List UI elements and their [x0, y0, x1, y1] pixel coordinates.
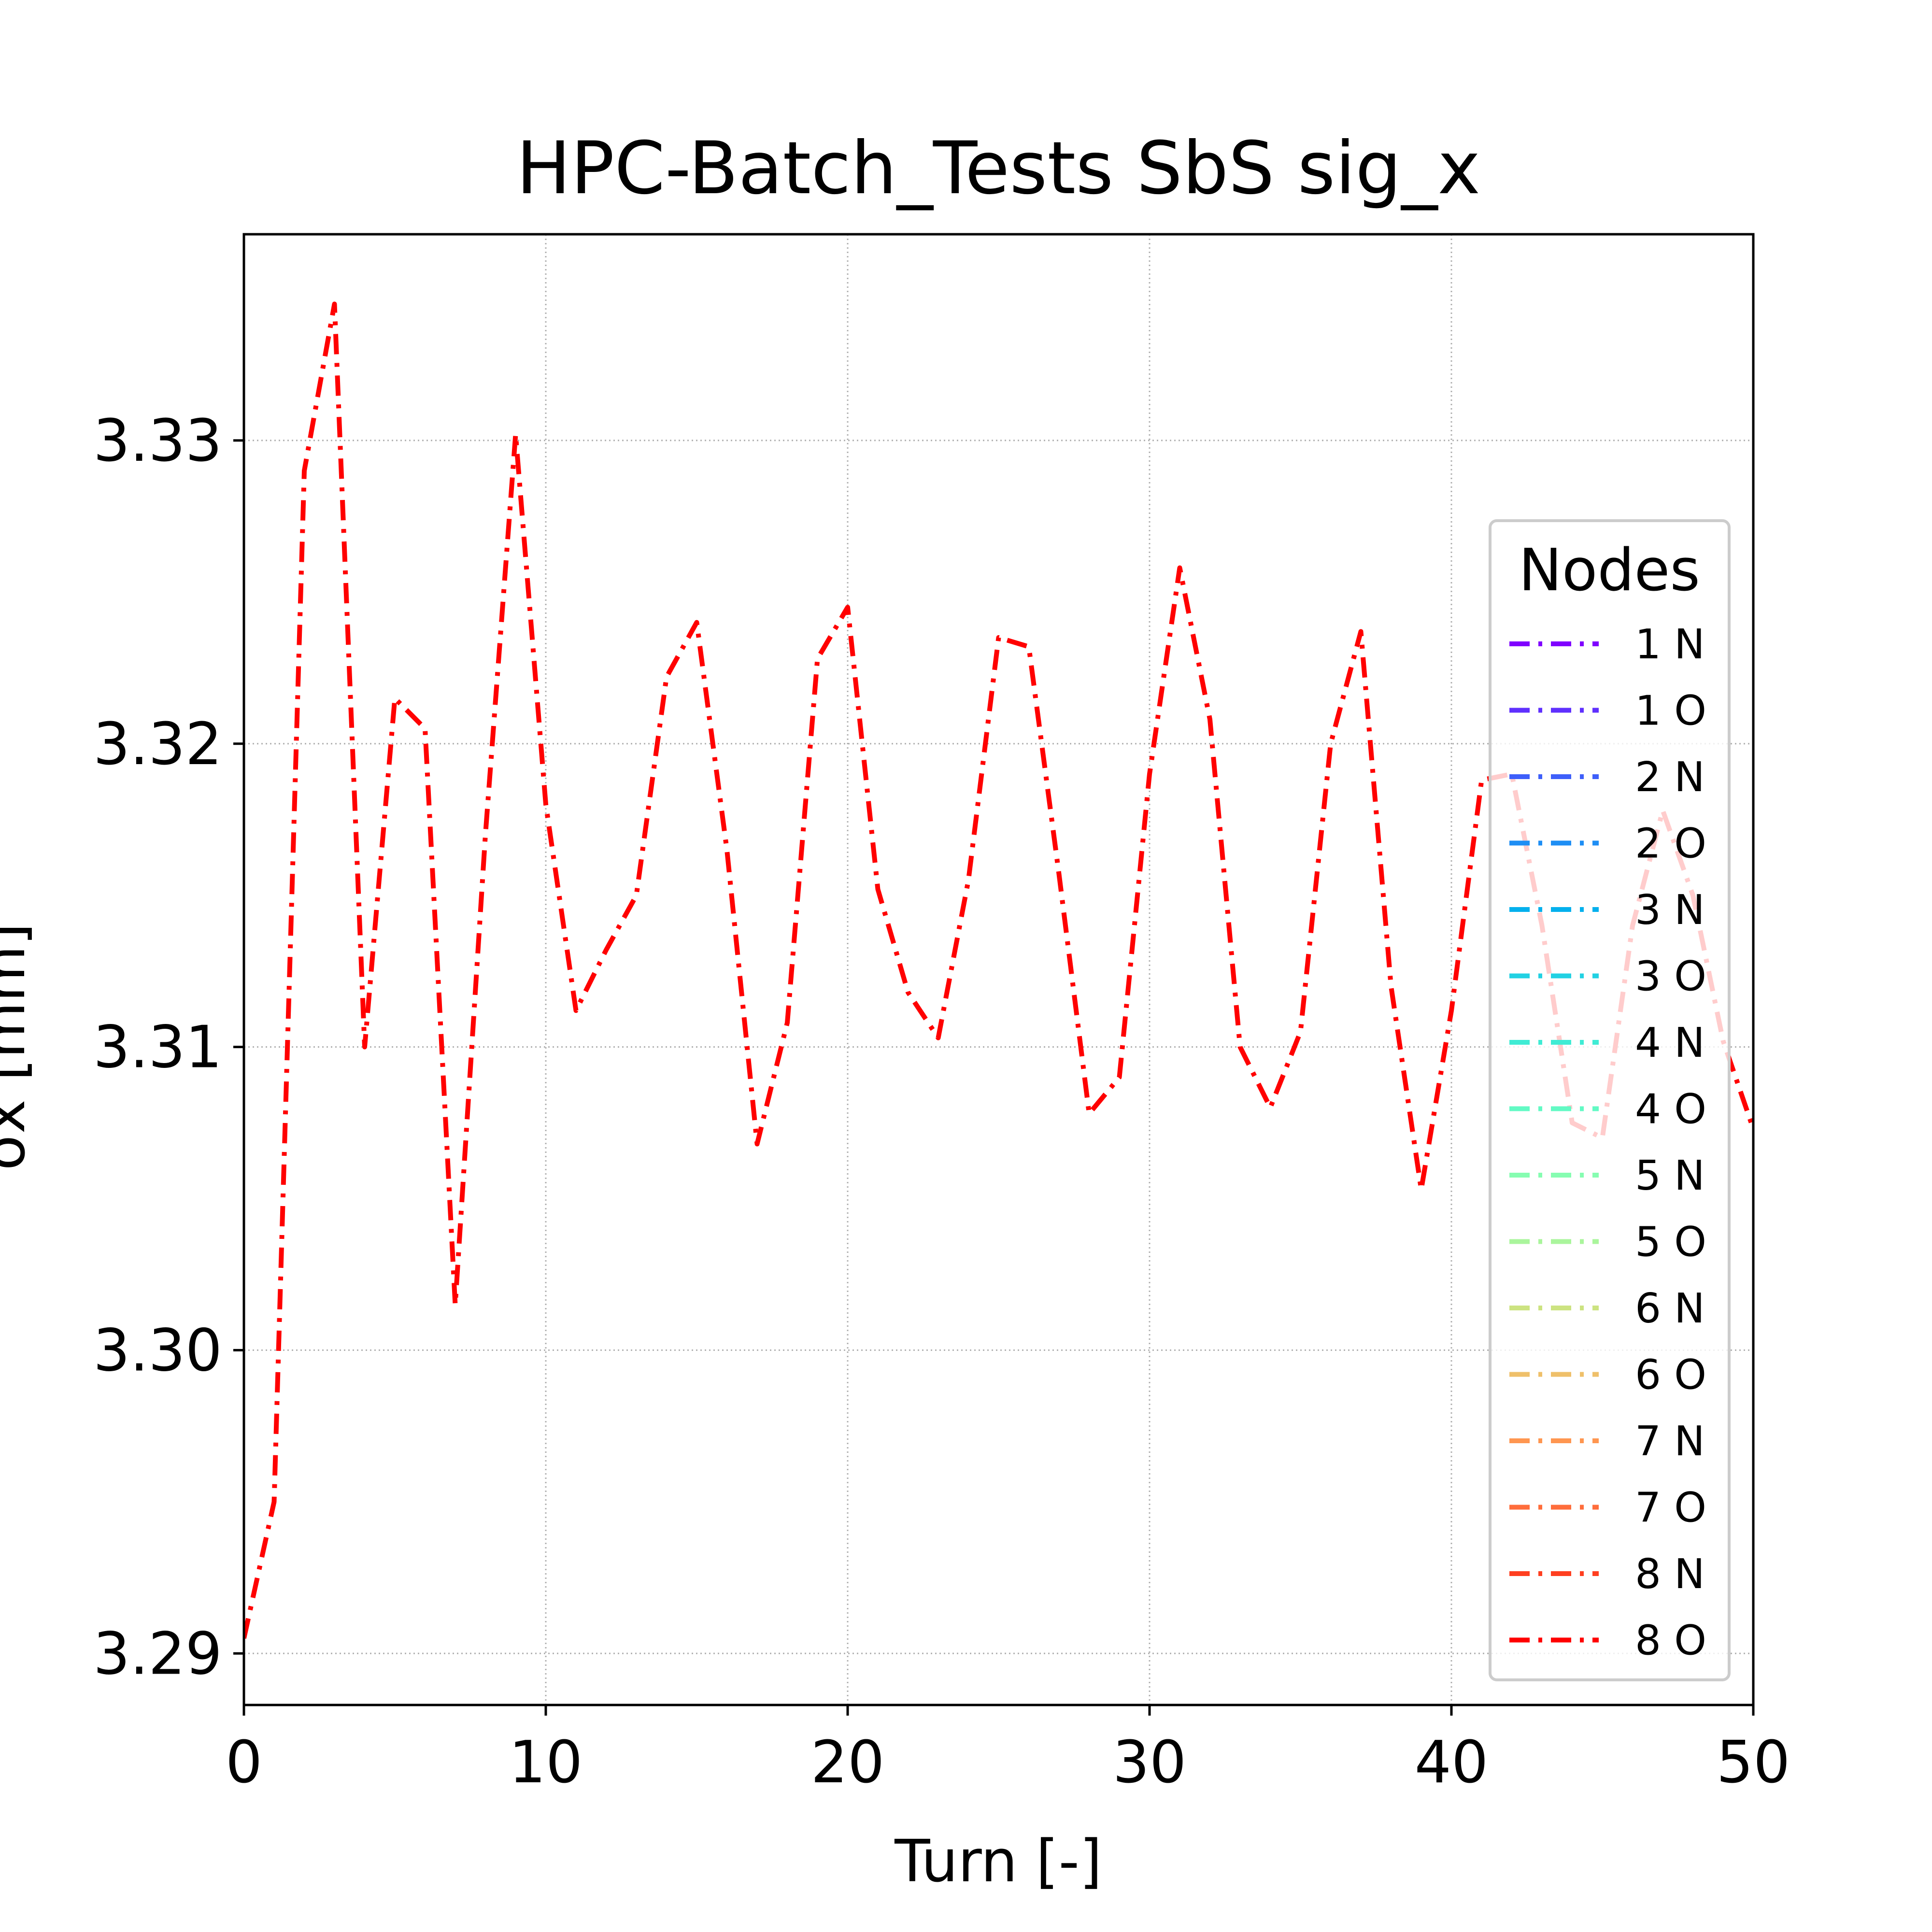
legend-entry: 1 N: [1509, 621, 1705, 668]
legend-entry: 4 N: [1509, 1019, 1705, 1067]
x-axis-ticks: 0 10 20 30 40 50: [226, 1705, 1790, 1796]
legend-label: 1 O: [1635, 687, 1706, 735]
legend-label: 8 O: [1635, 1617, 1706, 1665]
chart-title: HPC-Batch_Tests SbS sig_x: [516, 127, 1480, 211]
x-tick-label: 40: [1415, 1729, 1489, 1796]
legend-entry: 6 N: [1509, 1285, 1705, 1333]
y-axis-label: σx [mm]: [0, 923, 38, 1171]
legend-label: 7 N: [1635, 1418, 1705, 1465]
legend-entry: 5 O: [1509, 1219, 1706, 1266]
legend-entry: 6 O: [1509, 1351, 1706, 1399]
legend-entry: 3 N: [1509, 886, 1705, 934]
legend-label: 8 N: [1635, 1550, 1705, 1598]
x-tick-label: 20: [811, 1729, 885, 1796]
legend-label: 5 O: [1635, 1219, 1706, 1266]
legend-label: 6 O: [1635, 1351, 1706, 1399]
x-tick-label: 50: [1717, 1729, 1790, 1796]
legend-label: 4 O: [1635, 1086, 1706, 1134]
y-tick-label: 3.30: [93, 1317, 222, 1384]
y-tick-label: 3.31: [93, 1014, 222, 1081]
legend-label: 6 N: [1635, 1285, 1705, 1333]
y-tick-label: 3.29: [93, 1620, 222, 1688]
legend-label: 3 N: [1635, 886, 1705, 934]
y-tick-label: 3.33: [93, 408, 222, 475]
legend-label: 2 O: [1635, 820, 1706, 868]
legend-label: 7 O: [1635, 1484, 1706, 1532]
legend-label: 4 N: [1635, 1019, 1705, 1067]
legend-entry: 7 O: [1509, 1484, 1706, 1532]
x-tick-label: 10: [509, 1729, 583, 1796]
legend-box: [1489, 519, 1731, 1681]
legend-entry: 3 O: [1509, 953, 1706, 1001]
legend-entries: 1 N 1 O 2 N 2 O 3 N 3 O 4 N 4 O 5 N 5 O 6 N 6 O 7 N 7…: [1509, 621, 1706, 1665]
legend-title: Nodes: [1519, 537, 1700, 604]
legend-entry: 4 O: [1509, 1086, 1706, 1134]
legend-entry: 1 O: [1509, 687, 1706, 735]
legend-entry: 8 N: [1509, 1550, 1705, 1598]
legend-label: 2 N: [1635, 753, 1705, 801]
y-axis-ticks: 3.29 3.30 3.31 3.32 3.33: [93, 408, 244, 1688]
legend-label: 5 N: [1635, 1152, 1705, 1200]
y-tick-label: 3.32: [93, 711, 222, 778]
legend-entry: 8 O: [1509, 1617, 1706, 1665]
legend-entry: 2 O: [1509, 820, 1706, 868]
plot-frame: [242, 233, 1755, 1706]
legend-entry: 2 N: [1509, 753, 1705, 801]
legend-entry: 5 N: [1509, 1152, 1705, 1200]
x-tick-label: 30: [1113, 1729, 1187, 1796]
x-tick-label: 0: [226, 1729, 262, 1796]
legend-entry: 7 N: [1509, 1418, 1705, 1465]
legend-label: 1 N: [1635, 621, 1705, 668]
x-axis-label: Turn [-]: [894, 1828, 1102, 1895]
legend: Nodes 1 N 1 O 2 N 2 O 3 N 3 O 4 N 4 O 5 N 5 O 6 N 6…: [1489, 519, 1731, 1681]
legend-label: 3 O: [1635, 953, 1706, 1001]
